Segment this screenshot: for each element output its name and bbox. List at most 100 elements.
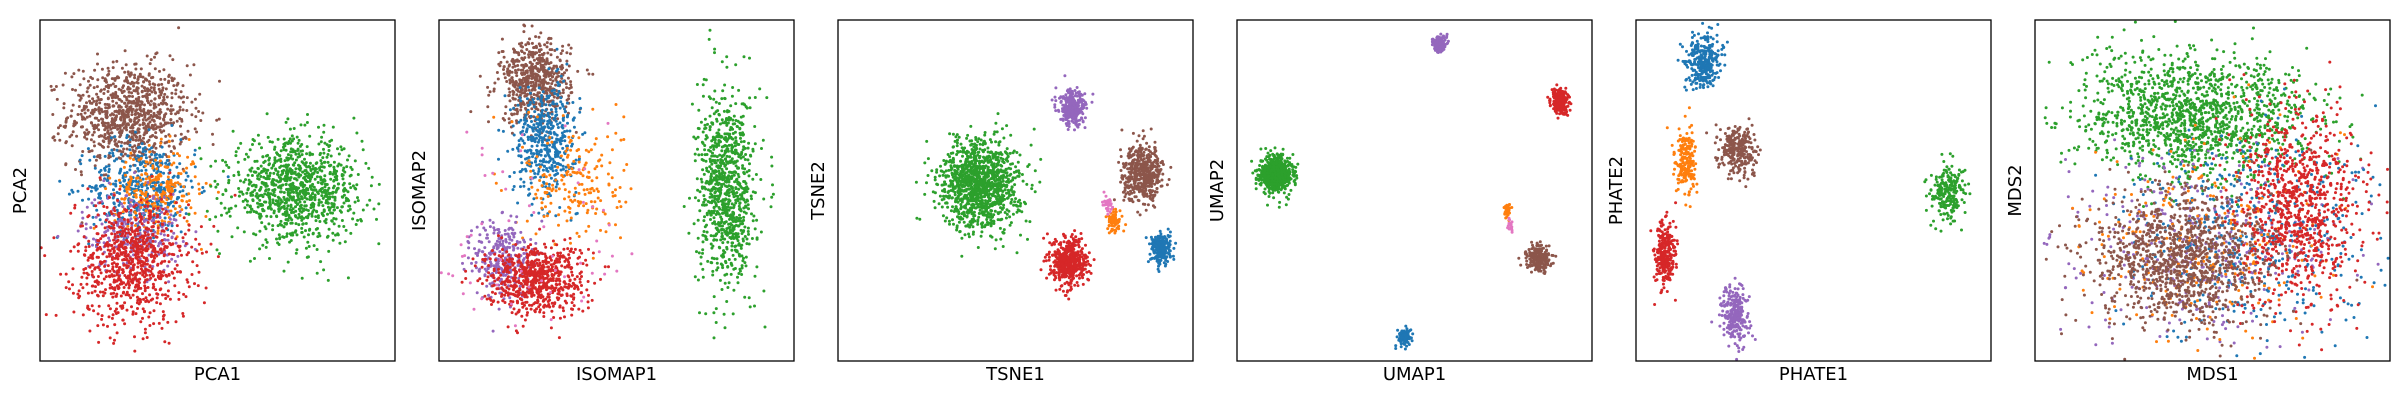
point [606,135,610,139]
point [272,190,276,194]
point [595,165,599,168]
point [265,154,268,158]
point [308,195,312,199]
point [113,323,117,327]
point [117,97,121,101]
point [265,112,269,116]
point [138,123,142,127]
point [119,118,123,122]
point [269,215,273,219]
point [161,274,165,278]
point [540,94,544,97]
point [543,143,546,147]
point [246,173,250,177]
point [540,96,544,100]
point [161,310,165,314]
point [147,253,151,257]
point [109,83,113,87]
point [550,75,554,79]
point [202,301,206,305]
point [377,242,381,246]
point [561,146,565,150]
point [121,232,124,236]
point [133,163,137,167]
point [99,247,103,251]
point [106,178,110,182]
point [563,110,567,114]
point [127,286,131,290]
point [278,166,282,169]
point [515,119,518,123]
point [559,154,563,158]
point [486,105,490,109]
point [168,168,172,172]
point [111,313,115,317]
point [193,165,197,169]
point [317,231,321,235]
point [532,58,536,62]
point [92,222,96,226]
point [160,155,164,159]
point [146,268,150,272]
point [116,127,120,131]
point [572,125,576,129]
point [159,163,163,167]
point [533,126,537,130]
point [127,72,131,76]
point [502,68,505,71]
point [130,113,134,117]
point [125,136,129,140]
point [550,48,554,52]
point [94,225,98,228]
point [152,187,155,191]
point [556,81,560,84]
point [300,276,304,280]
point [276,195,280,199]
point [127,90,131,94]
point [123,301,127,305]
point [131,268,135,272]
point [143,286,147,290]
point [610,148,614,152]
point [535,78,539,82]
point [342,193,346,197]
point [249,191,253,195]
point [72,72,76,76]
point [608,161,612,165]
point [126,154,130,158]
point [132,200,136,204]
point [109,192,113,196]
point [506,149,510,153]
point [96,123,100,127]
point [73,119,77,123]
point [170,96,174,100]
point [96,265,100,269]
point [164,297,168,300]
point [239,179,242,183]
point [256,205,260,209]
point [523,84,527,88]
point [507,64,511,68]
point [303,123,307,127]
point [255,192,259,196]
point [226,175,230,179]
point [281,183,285,187]
point [522,184,526,188]
point [552,143,556,147]
point [300,195,303,199]
point [168,134,172,138]
point [154,204,158,208]
point [140,201,144,204]
point [130,145,134,149]
point [503,112,507,115]
point [144,118,148,122]
point [211,143,215,146]
point [157,220,160,224]
point [527,159,531,163]
point [322,147,325,151]
point [99,168,103,172]
point [95,208,99,212]
point [539,150,543,153]
point [299,123,303,127]
point [5,102,8,105]
